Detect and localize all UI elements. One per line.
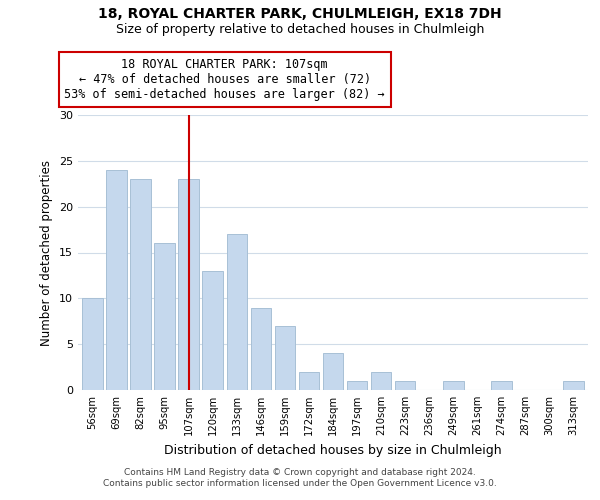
Text: Contains HM Land Registry data © Crown copyright and database right 2024.
Contai: Contains HM Land Registry data © Crown c… bbox=[103, 468, 497, 487]
Text: 18, ROYAL CHARTER PARK, CHULMLEIGH, EX18 7DH: 18, ROYAL CHARTER PARK, CHULMLEIGH, EX18… bbox=[98, 8, 502, 22]
Bar bbox=[106, 170, 127, 390]
Text: 18 ROYAL CHARTER PARK: 107sqm
← 47% of detached houses are smaller (72)
53% of s: 18 ROYAL CHARTER PARK: 107sqm ← 47% of d… bbox=[64, 58, 385, 101]
Y-axis label: Number of detached properties: Number of detached properties bbox=[40, 160, 53, 346]
Bar bbox=[491, 381, 512, 390]
Bar bbox=[395, 381, 415, 390]
Bar bbox=[202, 271, 223, 390]
Bar bbox=[371, 372, 391, 390]
Text: Size of property relative to detached houses in Chulmleigh: Size of property relative to detached ho… bbox=[116, 22, 484, 36]
Bar bbox=[323, 354, 343, 390]
Bar bbox=[299, 372, 319, 390]
Bar bbox=[130, 179, 151, 390]
Bar bbox=[275, 326, 295, 390]
Bar bbox=[227, 234, 247, 390]
Bar bbox=[82, 298, 103, 390]
X-axis label: Distribution of detached houses by size in Chulmleigh: Distribution of detached houses by size … bbox=[164, 444, 502, 456]
Bar bbox=[443, 381, 464, 390]
Bar bbox=[347, 381, 367, 390]
Bar bbox=[178, 179, 199, 390]
Bar bbox=[251, 308, 271, 390]
Bar bbox=[154, 244, 175, 390]
Bar bbox=[563, 381, 584, 390]
